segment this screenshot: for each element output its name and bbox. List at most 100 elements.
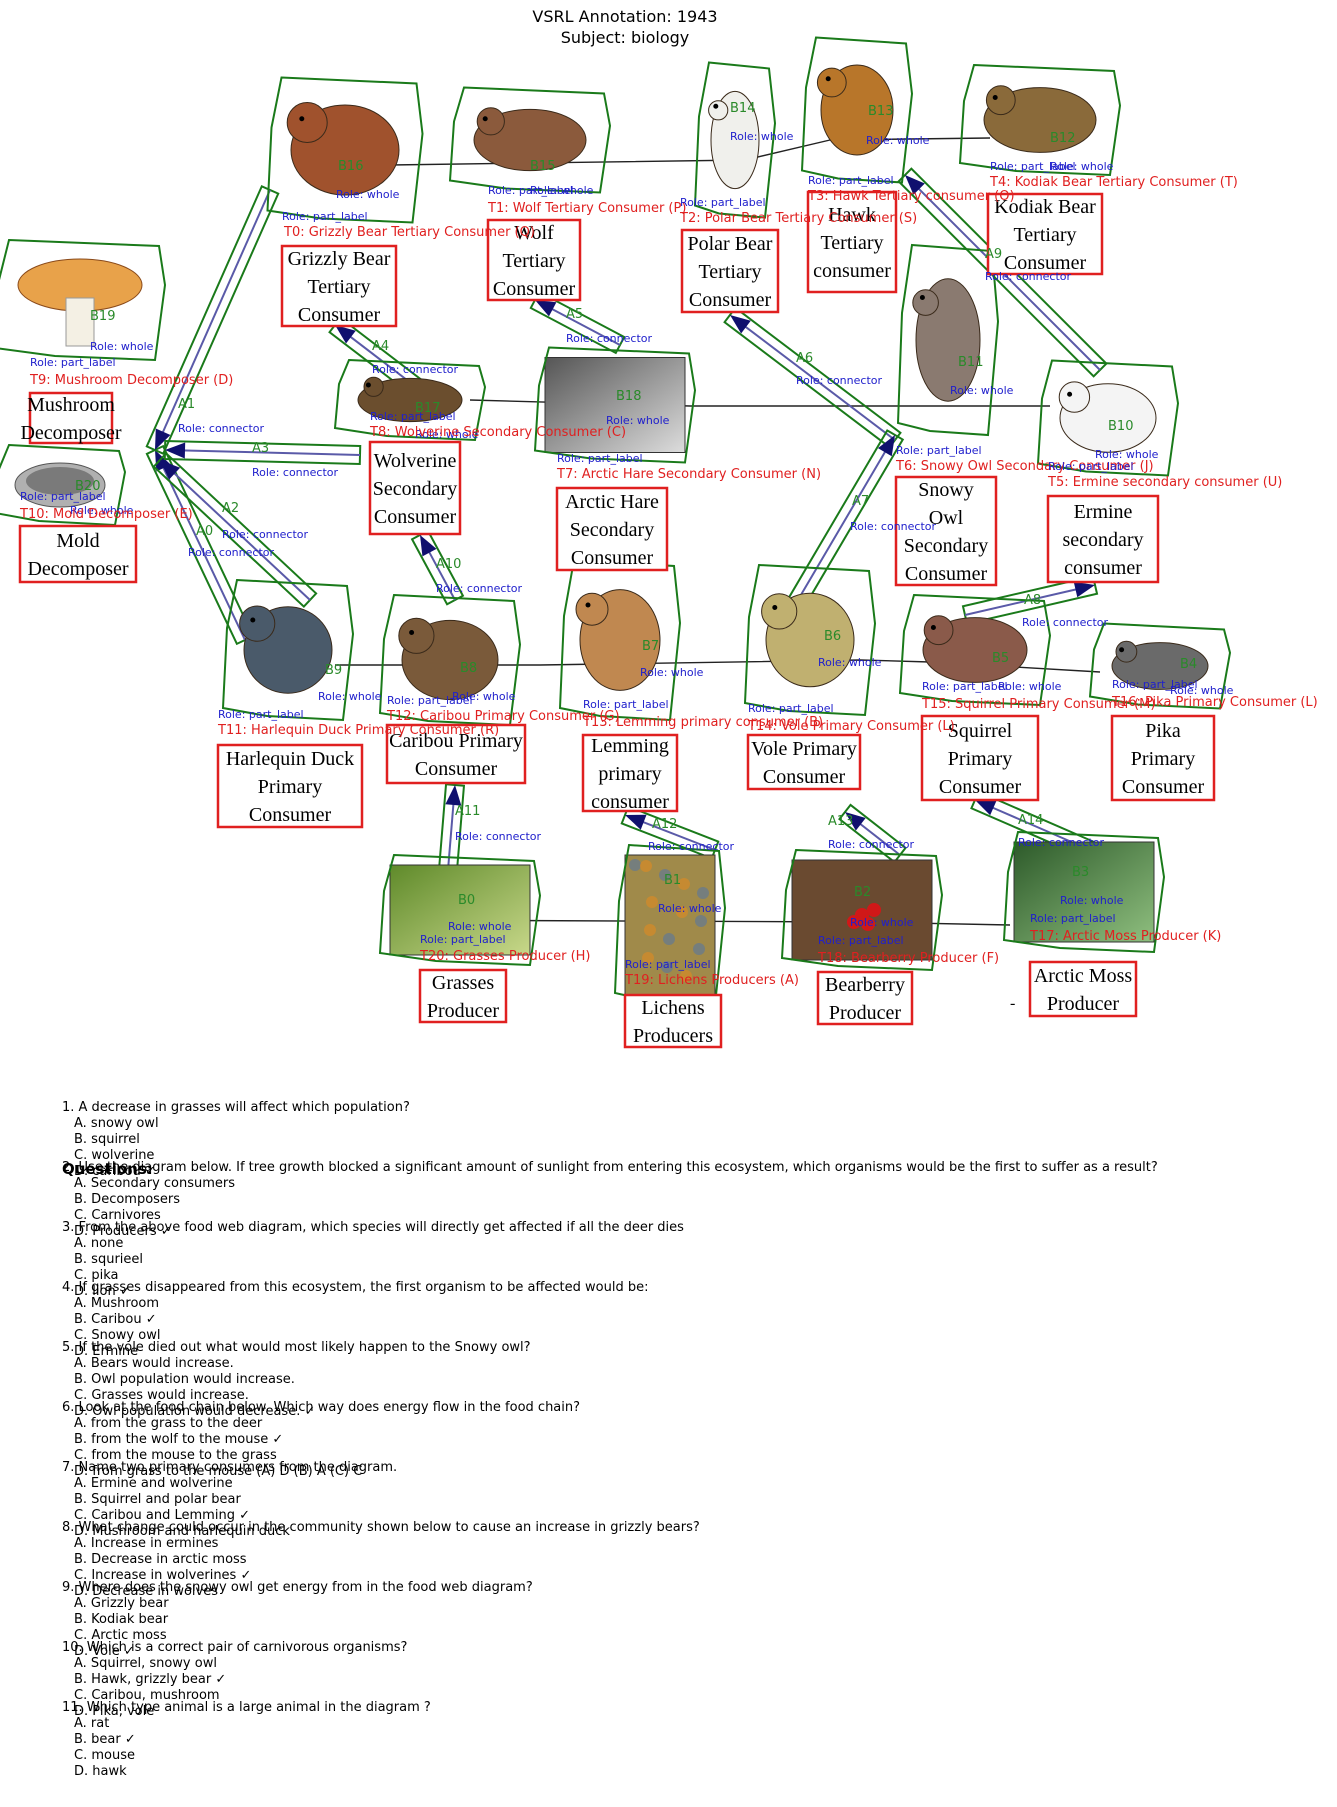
label-text-grizzly-0: Grizzly Bear (288, 248, 391, 270)
question-option: C. Caribou, mushroom (74, 1688, 220, 1703)
outline-vole (743, 563, 877, 717)
label-box-lemming (581, 733, 679, 813)
arrow-label-A4: A4 (372, 339, 389, 354)
outline-moss (1002, 830, 1166, 954)
question-text: 8. What change could occur in the commun… (62, 1520, 700, 1535)
label-text-duck-1: Primary (258, 776, 322, 798)
outline-grizzly (266, 76, 424, 224)
label-text-moss-1: Producer (1047, 993, 1120, 1015)
outline-kodiak (958, 63, 1122, 177)
question-5: 5. If the vole died out what would most … (62, 1340, 531, 1420)
part-label-role-duck: Role: part_label (218, 708, 304, 721)
blob-id-hare: B18 (616, 389, 641, 404)
label-text-vole-0: Vole Primary (751, 738, 857, 760)
question-3: 3. From the above food web diagram, whic… (62, 1220, 684, 1300)
arrow-shaft-A6 (742, 323, 896, 441)
tag-grasses: T20: Grasses Producer (H) (419, 949, 591, 964)
outline-duck (221, 578, 355, 722)
question-option: B. Decomposers (74, 1192, 181, 1207)
outline-grasses (378, 853, 542, 967)
part-label-role-grasses: Role: part_label (420, 933, 506, 946)
label-text-kodiak-0: Kodiak Bear (994, 196, 1096, 218)
whole-role-grizzly: Role: whole (336, 188, 400, 201)
arrow-outline-A3 (163, 439, 362, 466)
blob-id-mushroom: B19 (90, 309, 115, 324)
tag-squirrel: T15: Squirrel Primary Consumer (M) (921, 697, 1155, 712)
label-text-vole-1: Consumer (763, 766, 846, 788)
arrow-outline-A13 (838, 803, 907, 864)
label-box-ermine (1046, 494, 1160, 584)
outline-pika (1088, 622, 1232, 710)
tag-vole: T14: Vole Primary Consumer (L) (747, 719, 955, 734)
food-web-diagram: Grizzly Bear Tertiary Consumer Wolf Tertiary… (0, 36, 1318, 1049)
question-option: B. squirrel (74, 1132, 140, 1147)
question-option: B. Decrease in arctic moss (74, 1552, 247, 1567)
blob-id-pika: B4 (1180, 657, 1197, 672)
part-label-role-kodiak: Role: part_label (990, 160, 1076, 173)
connector-role-A7: Role: connector (850, 520, 936, 533)
blob-id-squirrel: B5 (992, 651, 1009, 666)
whole-role-polar: Role: whole (730, 130, 794, 143)
question-option: A. Mushroom (74, 1296, 160, 1311)
part-label-role-grizzly: Role: part_label (282, 210, 368, 223)
part-label-role-moss: Role: part_label (1030, 912, 1116, 925)
tag-lichens: T19: Lichens Producers (A) (624, 973, 799, 988)
kodiak-bear-icon (983, 85, 1097, 153)
question-option: B. bear ✓ (74, 1732, 136, 1747)
label-box-hawk (806, 190, 898, 294)
part-label-role-mold: Role: part_label (20, 490, 106, 503)
question-option: A. none (74, 1236, 124, 1251)
arrow-label-A11: A11 (455, 804, 480, 819)
question-option: C. Increase in wolverines ✓ (74, 1568, 252, 1583)
arrow-label-A8: A8 (1024, 593, 1041, 608)
part-label-role-wolf: Role: part_label (488, 184, 574, 197)
question-option: D. lion ✓ (74, 1284, 131, 1299)
part-label-role-hawk: Role: part_label (808, 174, 894, 187)
ermine-icon (1058, 381, 1157, 453)
whole-role-wolf: Role: whole (530, 184, 594, 197)
label-text-caribou-0: Caribou Primary (389, 730, 523, 752)
tag-bearberry: T18: Bearberry Producer (F) (817, 951, 999, 966)
part-label-role-bearberry: Role: part_label (818, 934, 904, 947)
outline-hare (533, 346, 697, 464)
label-box-bearberry (816, 970, 914, 1026)
label-box-mushroom (28, 391, 114, 445)
hare-icon (544, 357, 686, 453)
tag-mushroom: T9: Mushroom Decomposer (D) (29, 373, 233, 388)
question-option: A. from the grass to the deer (74, 1416, 263, 1431)
arrow-head-A8 (1073, 581, 1095, 598)
arrow-label-A12: A12 (652, 817, 677, 832)
question-text: 5. If the vole died out what would most … (62, 1340, 531, 1355)
label-text-pika-1: Primary (1131, 748, 1195, 770)
blob-id-bearberry: B2 (854, 885, 871, 900)
mushroom-icon (17, 258, 143, 347)
hawk-icon (816, 64, 894, 156)
label-text-lichens-0: Lichens (641, 997, 705, 1019)
question-option: C. Carnivores (74, 1208, 161, 1223)
question-option: A. snowy owl (74, 1116, 159, 1131)
question-text: 11. Which type animal is a large animal … (62, 1700, 431, 1715)
label-text-grasses-1: Producer (427, 1000, 500, 1022)
arrow-head-A11 (445, 785, 462, 806)
label-box-mold (18, 524, 138, 584)
label-box-duck (216, 743, 364, 829)
question-option: C. Grasses would increase. (74, 1388, 249, 1403)
arrow-shaft-A11 (447, 800, 455, 871)
label-text-hare-1: Secondary (570, 519, 654, 541)
arrow-head-A5 (535, 300, 557, 317)
question-text: 10. Which is a correct pair of carnivoro… (62, 1640, 408, 1655)
arrow-shaft-A12 (639, 819, 716, 851)
questions-heading: Questions: (62, 1160, 153, 1178)
question-text: 9. Where does the snowy owl get energy f… (62, 1580, 533, 1595)
label-text-wolverine-2: Consumer (374, 506, 457, 528)
question-option: D. Owl population would decrease. ✓ (74, 1404, 316, 1419)
arrow-head-A6 (730, 315, 751, 334)
squirrel-icon (922, 615, 1028, 683)
berry-icon (791, 859, 933, 961)
label-text-pika-0: Pika (1145, 720, 1181, 742)
arrow-outline-A1 (145, 185, 280, 455)
label-text-owl-0: Snowy (918, 479, 974, 501)
question-option: D. Ermine (74, 1344, 139, 1359)
whole-role-mushroom: Role: whole (90, 340, 154, 353)
label-text-hawk-1: Tertiary (820, 232, 883, 254)
